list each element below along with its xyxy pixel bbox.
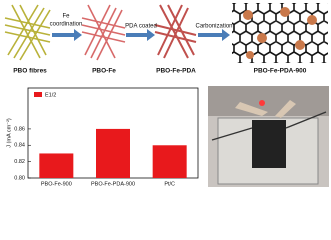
bar	[96, 128, 130, 178]
x-tick-label: Pt/C	[164, 181, 175, 187]
y-tick-label: 0.86	[14, 126, 25, 132]
x-tick-label: PBO-Fe-900	[41, 181, 72, 187]
step-label: PBO-Fe	[92, 68, 116, 75]
graphical-abstract: Fe coordination PDA coated Carbonization…	[4, 3, 329, 187]
arrow-label: coordination	[50, 22, 83, 28]
fe-clusters	[243, 7, 317, 59]
fibres-pbo-fe	[81, 4, 126, 61]
x-tick-label: PBO-Fe-PDA-900	[91, 181, 135, 187]
legend-label: E1/2	[45, 92, 56, 98]
bar	[39, 153, 74, 178]
photo	[208, 86, 329, 187]
arrow-label: Fe	[62, 14, 70, 20]
step-label: PBO-Fe-PDA-900	[254, 68, 307, 75]
fibres-pbo	[4, 4, 51, 61]
y-tick-label: 0.82	[14, 159, 25, 165]
step-label: PBO-Fe-PDA	[156, 68, 196, 75]
arrow-label: PDA coated	[125, 24, 157, 30]
arrow-label: Carbonization	[195, 24, 232, 30]
step-label: PBO fibres	[13, 68, 47, 75]
legend-swatch	[34, 92, 42, 97]
fibres-pbo-fe-pda	[154, 4, 197, 59]
bar	[152, 145, 187, 178]
arrows	[52, 29, 230, 41]
y-axis-label: J (mA cm⁻²)	[6, 118, 12, 148]
y-tick-label: 0.84	[14, 143, 25, 149]
y-tick-label: 0.80	[14, 175, 25, 181]
